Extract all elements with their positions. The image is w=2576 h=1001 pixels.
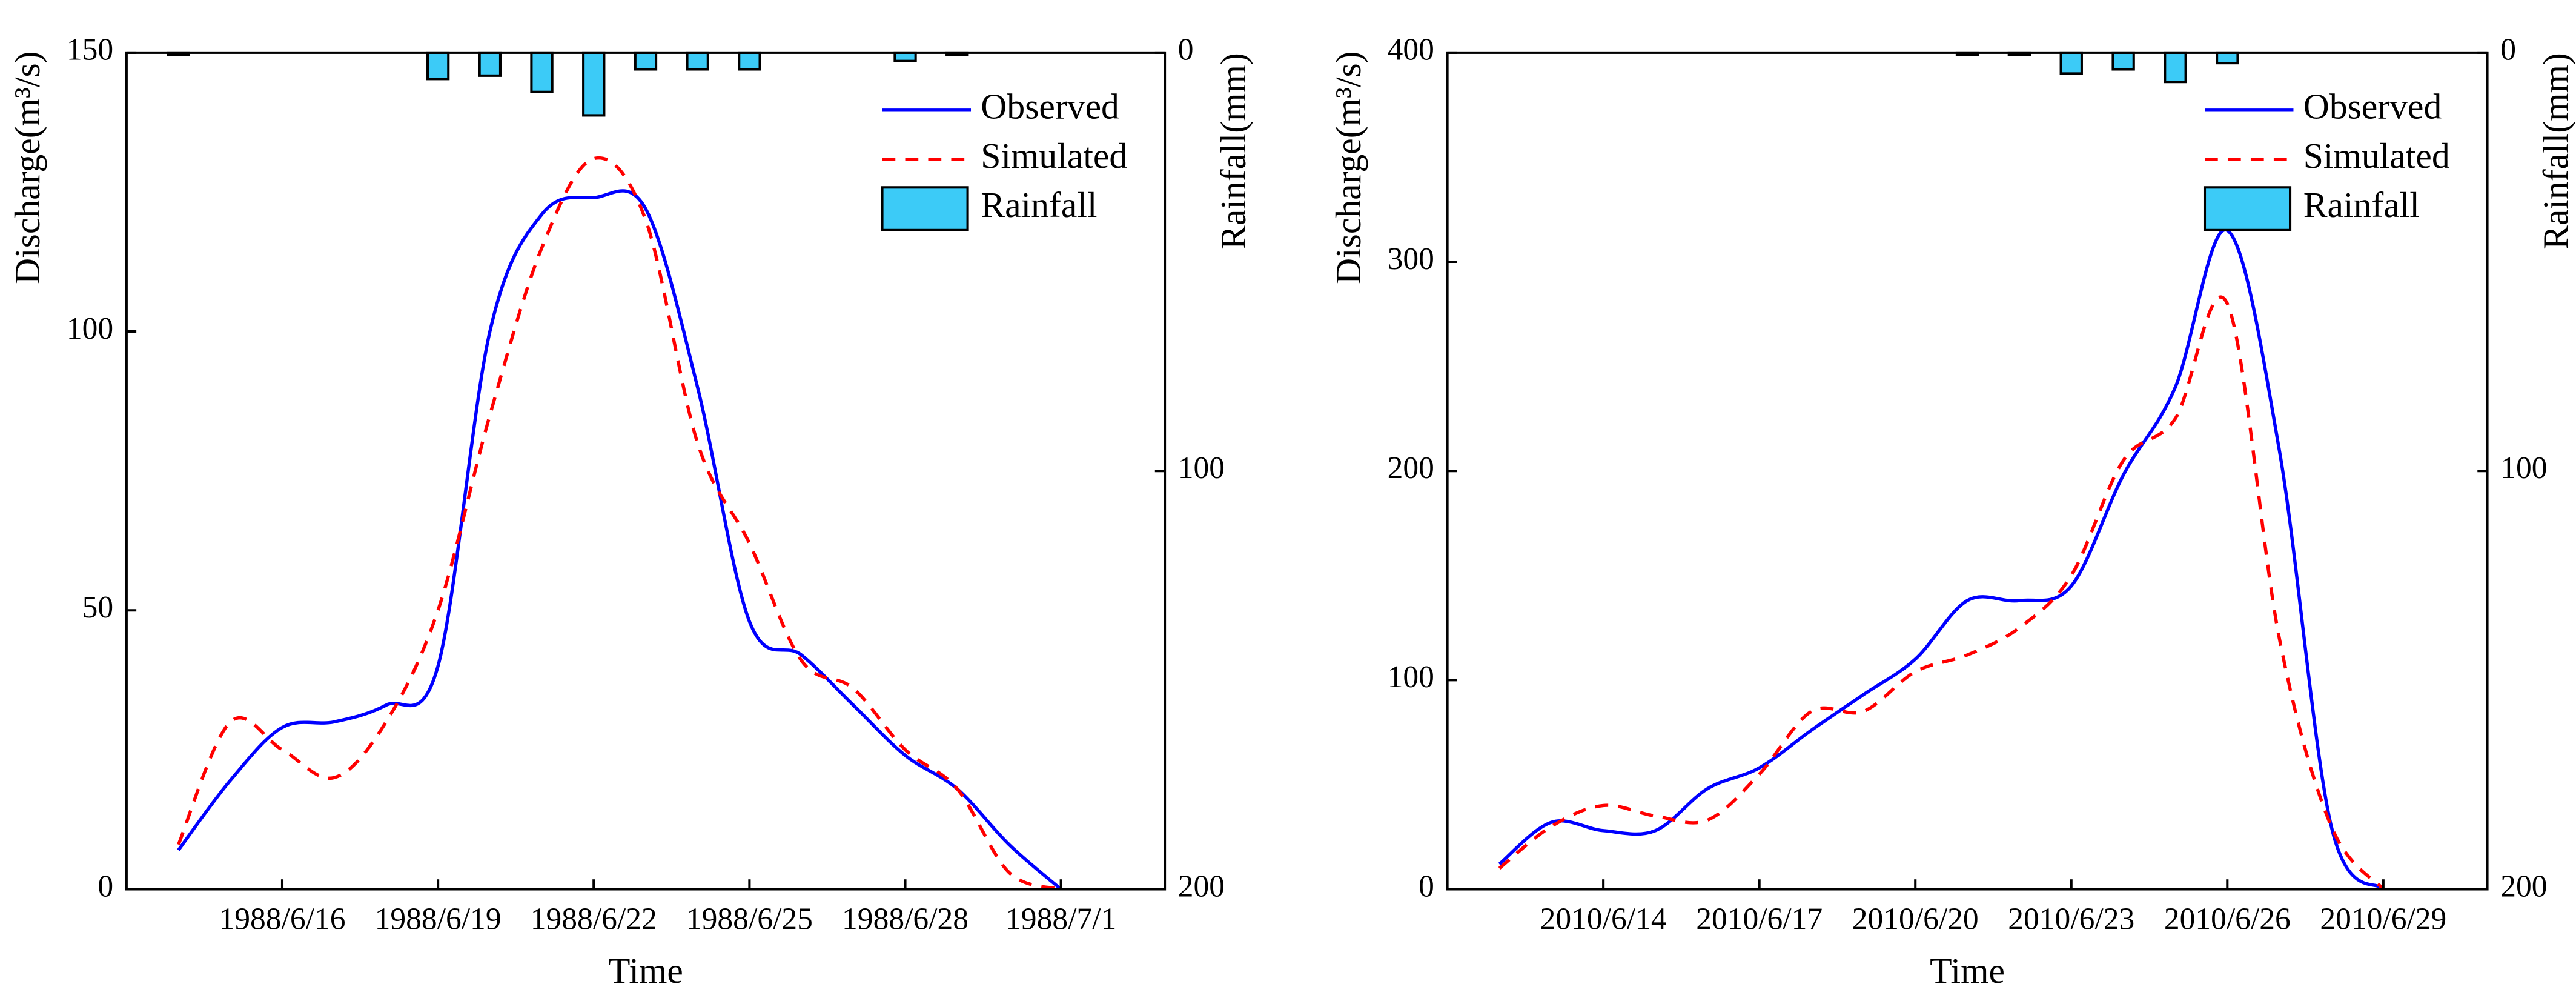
y-tick-label: 100: [67, 311, 113, 346]
legend-swatch: [881, 186, 969, 231]
rainfall-bar: [478, 51, 502, 77]
legend-swatch: [2203, 186, 2292, 231]
x-axis-label: Time: [1930, 951, 2005, 991]
plot-frame: [125, 51, 1167, 891]
x-tick-label: 1988/6/19: [375, 902, 502, 937]
legend-label: Rainfall: [2303, 185, 2420, 225]
rainfall-bar: [738, 51, 761, 71]
rainfall-bar: [2059, 51, 2083, 75]
legend-label: Simulated: [981, 136, 1127, 176]
rainfall-bar: [2164, 51, 2187, 84]
x-tick-label: 2010/6/23: [2008, 902, 2134, 937]
y2-tick-label: 100: [2500, 451, 2547, 485]
rainfall-bar: [634, 51, 658, 71]
y-tick-label: 100: [1388, 660, 1434, 694]
x-tick-label: 1988/6/16: [219, 902, 346, 937]
y-tick-label: 200: [1388, 451, 1434, 485]
chart: 0 50 100 150 0 100 200 1988/6/16 1988/6/19 1988/6…: [7, 33, 1253, 991]
legend-label: Simulated: [2303, 136, 2450, 176]
series-line: [1498, 295, 2385, 891]
x-tick-label: 2010/6/14: [1540, 902, 1667, 937]
rainfall-bar: [893, 51, 917, 62]
y-axis-label: Discharge(m³/s): [1328, 51, 1368, 284]
series-line: [1498, 228, 2385, 891]
rainfall-bar: [2111, 51, 2135, 71]
x-tick-label: 1988/7/1: [1005, 902, 1116, 937]
x-axis-label: Time: [608, 951, 683, 991]
y-tick-label: 400: [1388, 33, 1434, 67]
y2-tick-label: 200: [1178, 869, 1225, 903]
x-tick-label: 2010/6/29: [2320, 902, 2446, 937]
y-tick-label: 0: [98, 869, 113, 903]
y-tick-label: 150: [67, 33, 113, 67]
legend-label: Rainfall: [981, 185, 1097, 225]
rainfall-bar: [530, 51, 554, 93]
y2-axis-label: Rainfall(mm): [2536, 53, 2576, 250]
x-tick-label: 1988/6/28: [842, 902, 968, 937]
plot-frame: [1446, 51, 2489, 891]
rainfall-bar: [426, 51, 450, 81]
rainfall-bar: [2216, 51, 2239, 65]
y2-tick-label: 200: [2500, 869, 2547, 903]
y2-tick-label: 0: [1178, 33, 1194, 67]
series-line: [177, 156, 1062, 891]
x-tick-label: 1988/6/25: [686, 902, 813, 937]
rainfall-bar: [582, 51, 606, 117]
y-axis-label: Discharge(m³/s): [7, 51, 47, 284]
x-tick-label: 2010/6/20: [1852, 902, 1979, 937]
y2-tick-label: 100: [1178, 451, 1225, 485]
rainfall-bar: [686, 51, 709, 71]
x-tick-label: 2010/6/17: [1696, 902, 1823, 937]
series-line: [177, 189, 1062, 891]
chart: 0 100 200 300 400 0 100 200 2010/6/14 2010/6/17 20…: [1328, 33, 2576, 991]
y2-tick-label: 0: [2500, 33, 2516, 67]
y2-axis-label: Rainfall(mm): [1213, 53, 1253, 250]
legend-label: Observed: [2303, 86, 2442, 126]
x-tick-label: 2010/6/26: [2164, 902, 2291, 937]
y-tick-label: 0: [1419, 869, 1434, 903]
x-tick-label: 1988/6/22: [531, 902, 657, 937]
legend-label: Observed: [981, 86, 1119, 126]
y-tick-label: 50: [82, 590, 114, 625]
y-tick-label: 300: [1388, 242, 1434, 276]
